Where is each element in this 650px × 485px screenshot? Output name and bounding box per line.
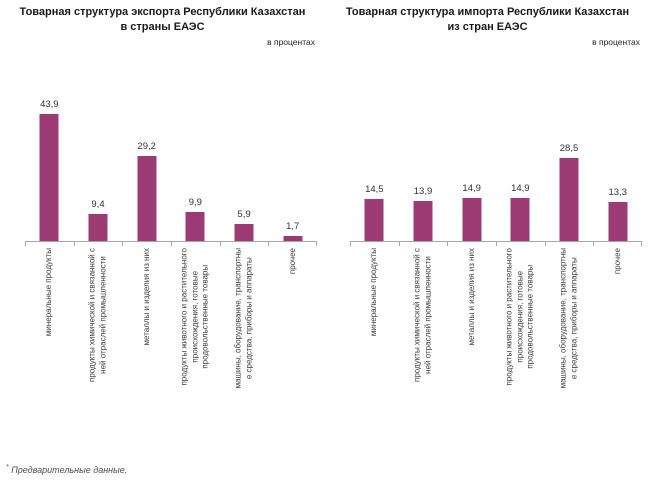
bar xyxy=(413,200,433,241)
category-label: продукты животного и растительного проис… xyxy=(504,248,535,386)
plot-area: 43,9 9,4 29,2 9,9 5,9 1,7 xyxy=(25,48,317,246)
bar xyxy=(137,156,157,241)
export-unit-label: в процентах xyxy=(267,37,315,47)
plot-area: 14,5 13,9 14,9 14,9 28,5 13,3 xyxy=(350,48,642,246)
category-label: продукты химической и связанной с ней от… xyxy=(87,248,108,383)
bar-slot: 9,4 xyxy=(74,48,123,241)
category-label-slot: минеральные продукты xyxy=(350,242,399,442)
category-label: продукты животного и растительного проис… xyxy=(179,248,210,386)
category-label-slot: прочее xyxy=(268,242,317,442)
import-chart-title: Товарная структура импорта Республики Ка… xyxy=(345,6,630,33)
axis-tick xyxy=(219,242,221,246)
category-label: металлы и изделия из них xyxy=(466,248,476,346)
bar-value-label: 1,7 xyxy=(286,221,300,233)
bar xyxy=(462,197,482,241)
axis-tick xyxy=(350,242,351,246)
category-label: минеральные продукты xyxy=(369,248,379,337)
bar xyxy=(88,213,108,241)
export-chart-title: Товарная структура экспорта Республики К… xyxy=(19,6,306,33)
bar-value-label: 14,5 xyxy=(365,183,384,195)
axis-tick xyxy=(496,242,497,246)
bar-slot: 14,9 xyxy=(496,48,545,241)
category-label: минеральные продукты xyxy=(44,248,54,337)
bar xyxy=(283,236,303,241)
category-label-slot: минеральные продукты xyxy=(25,242,74,442)
bar-value-label: 5,9 xyxy=(237,208,251,220)
category-label: прочее xyxy=(612,248,622,275)
category-axis: минеральные продукты продукты химической … xyxy=(350,242,642,442)
category-label-slot: продукты животного и растительного проис… xyxy=(171,242,220,442)
bar xyxy=(185,212,205,241)
bar-value-label: 28,5 xyxy=(559,143,579,155)
import-chart: Товарная структура импорта Республики Ка… xyxy=(325,0,650,442)
bar xyxy=(364,198,384,241)
axis-tick xyxy=(544,242,546,246)
category-label: прочее xyxy=(287,248,297,275)
category-label: машины, оборудование, транспортны е сред… xyxy=(233,248,254,389)
bar-slot: 14,5 xyxy=(350,48,399,241)
category-axis: минеральные продукты продукты химической … xyxy=(25,242,317,442)
category-label: продукты химической и связанной с ней от… xyxy=(412,248,433,383)
axis-tick xyxy=(316,242,317,246)
category-label-slot: продукты химической и связанной с ней от… xyxy=(74,242,123,442)
bar-slot: 1,7 xyxy=(268,48,317,241)
bar xyxy=(234,223,254,241)
category-label-slot: машины, оборудование, транспортны е сред… xyxy=(220,242,269,442)
axis-tick xyxy=(171,242,172,246)
footnote-marker: * xyxy=(6,464,9,471)
axis-tick xyxy=(593,242,595,246)
axis-tick xyxy=(122,242,124,246)
bar-slot: 9,9 xyxy=(171,48,220,241)
bar-slot: 13,3 xyxy=(593,48,642,241)
bar-slot: 13,9 xyxy=(399,48,448,241)
bar-value-label: 9,4 xyxy=(91,198,105,210)
category-label-slot: продукты животного и растительного проис… xyxy=(496,242,545,442)
axis-tick xyxy=(447,242,449,246)
bar-slot: 28,5 xyxy=(545,48,594,241)
bar xyxy=(559,158,579,241)
axis-tick xyxy=(73,242,75,246)
category-label-slot: машины, оборудование, транспортны е сред… xyxy=(545,242,594,442)
axis-tick xyxy=(641,242,642,246)
bar-value-label: 9,9 xyxy=(188,197,202,209)
bar xyxy=(510,197,530,241)
charts-row: Товарная структура экспорта Республики К… xyxy=(0,0,650,442)
bar xyxy=(39,113,59,241)
category-label-slot: металлы и изделия из них xyxy=(122,242,171,442)
bar xyxy=(608,202,628,241)
bar-value-label: 13,3 xyxy=(608,187,627,199)
bar-slot: 29,2 xyxy=(122,48,171,241)
import-unit-label: в процентах xyxy=(592,37,640,47)
footnote-text: Предварительные данные. xyxy=(8,465,128,475)
footnote: * Предварительные данные. xyxy=(6,464,127,475)
category-label: машины, оборудование, транспортны е сред… xyxy=(558,248,579,389)
category-label-slot: прочее xyxy=(593,242,642,442)
category-label-slot: металлы и изделия из них xyxy=(447,242,496,442)
bar-value-label: 14,9 xyxy=(511,182,530,194)
axis-tick xyxy=(268,242,270,246)
export-chart: Товарная структура экспорта Республики К… xyxy=(0,0,325,442)
category-label-slot: продукты химической и связанной с ней от… xyxy=(399,242,448,442)
bar-value-label: 43,9 xyxy=(40,98,59,110)
bar-value-label: 13,9 xyxy=(413,185,433,197)
bar-slot: 43,9 xyxy=(25,48,74,241)
bar-value-label: 14,9 xyxy=(462,182,481,194)
bar-value-label: 29,2 xyxy=(137,141,156,153)
bar-slot: 14,9 xyxy=(447,48,496,241)
bar-slot: 5,9 xyxy=(220,48,269,241)
category-label: металлы и изделия из них xyxy=(141,248,151,346)
axis-tick xyxy=(398,242,400,246)
axis-tick xyxy=(25,242,26,246)
